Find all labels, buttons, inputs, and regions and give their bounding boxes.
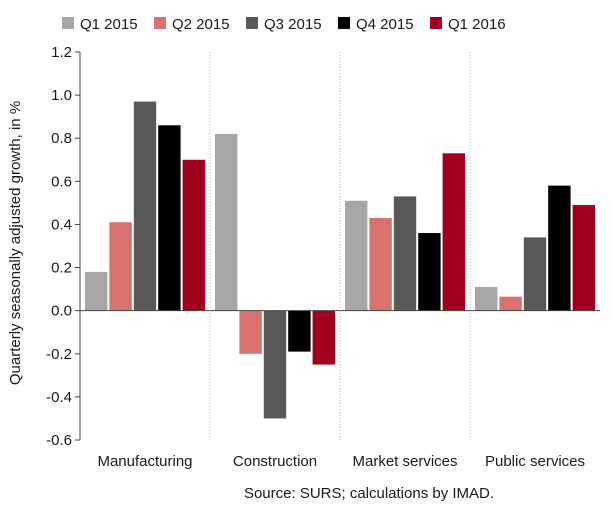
bar — [393, 196, 417, 311]
y-tick-label: 1.2 — [51, 44, 72, 61]
bar — [475, 286, 498, 311]
bar — [442, 153, 465, 311]
category-label: Construction — [233, 453, 317, 470]
bar — [182, 159, 205, 311]
legend-swatch — [154, 17, 166, 29]
bar — [523, 237, 547, 311]
legend-label: Q1 2015 — [80, 16, 138, 33]
y-tick-label: 0.6 — [51, 173, 72, 190]
bar — [109, 222, 132, 311]
bar — [85, 271, 108, 311]
y-tick-label: -0.4 — [46, 389, 72, 406]
bar — [345, 200, 368, 311]
y-tick-labels: 1.2 1.0 0.8 0.6 0.4 0.2 0.0 -0.2 -0.4 -0.6 — [46, 44, 72, 449]
legend-swatch — [430, 17, 442, 29]
y-tick-label: 1.0 — [51, 87, 72, 104]
y-tick-label: 0.8 — [51, 130, 72, 147]
y-tick-label: 0.4 — [51, 216, 72, 233]
category-label: Manufacturing — [97, 453, 192, 470]
bar — [418, 233, 441, 311]
source-note: Source: SURS; calculations by IMAD. — [244, 485, 494, 502]
bar — [369, 217, 392, 311]
bars — [85, 101, 595, 419]
legend-label: Q4 2015 — [356, 16, 414, 33]
y-tick-label: 0.0 — [51, 303, 72, 320]
bar — [263, 310, 287, 419]
legend: Q1 2015 Q2 2015 Q3 2015 Q4 2015 Q1 2016 — [62, 16, 506, 33]
axes — [75, 51, 600, 441]
y-tick-label: -0.2 — [46, 346, 72, 363]
y-tick-label: -0.6 — [46, 432, 72, 449]
y-tick-label: 0.2 — [51, 260, 72, 277]
bar — [312, 310, 335, 365]
bar — [548, 185, 571, 311]
legend-swatch — [246, 17, 258, 29]
bar — [133, 101, 157, 311]
bar — [288, 310, 311, 352]
category-label: Public services — [485, 453, 585, 470]
bar — [215, 133, 238, 311]
legend-swatch — [338, 17, 350, 29]
category-label: Market services — [352, 453, 457, 470]
y-axis-label: Quarterly seasonally adjusted growth, in… — [7, 101, 24, 385]
legend-label: Q3 2015 — [264, 16, 322, 33]
bar — [499, 296, 522, 311]
legend-label: Q1 2016 — [448, 16, 506, 33]
category-labels: Manufacturing Construction Market services… — [97, 453, 585, 470]
bar — [239, 310, 262, 354]
bar — [158, 125, 181, 311]
legend-label: Q2 2015 — [172, 16, 230, 33]
legend-swatch — [62, 17, 74, 29]
bar — [572, 205, 595, 311]
